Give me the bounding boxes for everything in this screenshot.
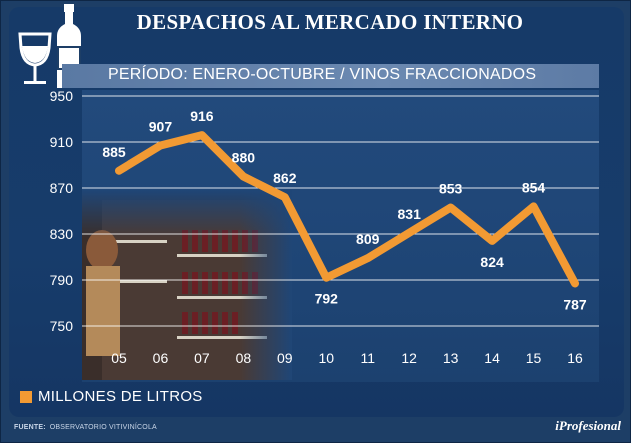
data-label: 916 (190, 108, 214, 124)
wine-shelf-photo (82, 190, 292, 380)
y-tick-label: 790 (50, 272, 74, 288)
x-tick-label: 07 (194, 350, 210, 366)
y-tick-label: 910 (50, 134, 74, 150)
x-tick-label: 14 (484, 350, 500, 366)
data-labels: 885 907 916 880 862 792 809 831 853 824 854 787 (102, 108, 587, 312)
y-tick-label: 870 (50, 180, 74, 196)
source-text: OBSERVATORIO VITIVINÍCOLA (49, 424, 157, 431)
x-tick-label: 15 (526, 350, 542, 366)
series-line (115, 131, 579, 288)
data-label: 831 (398, 206, 422, 222)
x-tick-label: 08 (236, 350, 252, 366)
x-tick-label: 06 (153, 350, 169, 366)
data-label: 787 (563, 296, 587, 312)
grid-lines (82, 95, 599, 327)
x-tick-label: 12 (401, 350, 417, 366)
x-tick-label: 11 (360, 350, 375, 366)
data-label: 853 (439, 181, 463, 197)
data-label: 809 (356, 231, 380, 247)
y-tick-label: 950 (50, 88, 74, 104)
data-label: 862 (273, 170, 297, 186)
y-tick-label: 750 (50, 318, 74, 334)
x-tick-label: 05 (111, 350, 127, 366)
x-tick-label: 16 (567, 350, 583, 366)
legend-swatch (20, 390, 32, 403)
brand-logo: iProfesional (555, 418, 621, 433)
subtitle-bar (62, 64, 599, 88)
x-tick-label: 09 (277, 350, 293, 366)
y-tick-label: 830 (50, 226, 74, 242)
x-tick-label: 13 (443, 350, 459, 366)
y-axis-ticks: 950 910 870 830 790 750 (50, 88, 74, 334)
source-label: FUENTE: (14, 424, 46, 431)
data-label: 907 (149, 118, 173, 134)
data-label: 824 (480, 254, 504, 270)
wine-glass-icon (18, 32, 52, 84)
x-axis-ticks: 05 06 07 08 09 10 11 12 13 14 15 16 (111, 350, 583, 366)
data-label: 880 (232, 150, 256, 166)
x-tick-label: 10 (318, 350, 334, 366)
chart-title: DESPACHOS AL MERCADO INTERNO (136, 10, 524, 34)
data-label: 885 (102, 144, 126, 160)
data-label: 792 (315, 291, 339, 307)
data-label: 854 (522, 179, 546, 195)
chart-subtitle: PERÍODO: ENERO-OCTUBRE / VINOS FRACCIONA… (108, 66, 537, 83)
legend-label: MILLONES DE LITROS (38, 388, 203, 405)
legend: MILLONES DE LITROS (20, 388, 203, 405)
source-note: FUENTE: OBSERVATORIO VITIVINÍCOLA (14, 424, 157, 431)
